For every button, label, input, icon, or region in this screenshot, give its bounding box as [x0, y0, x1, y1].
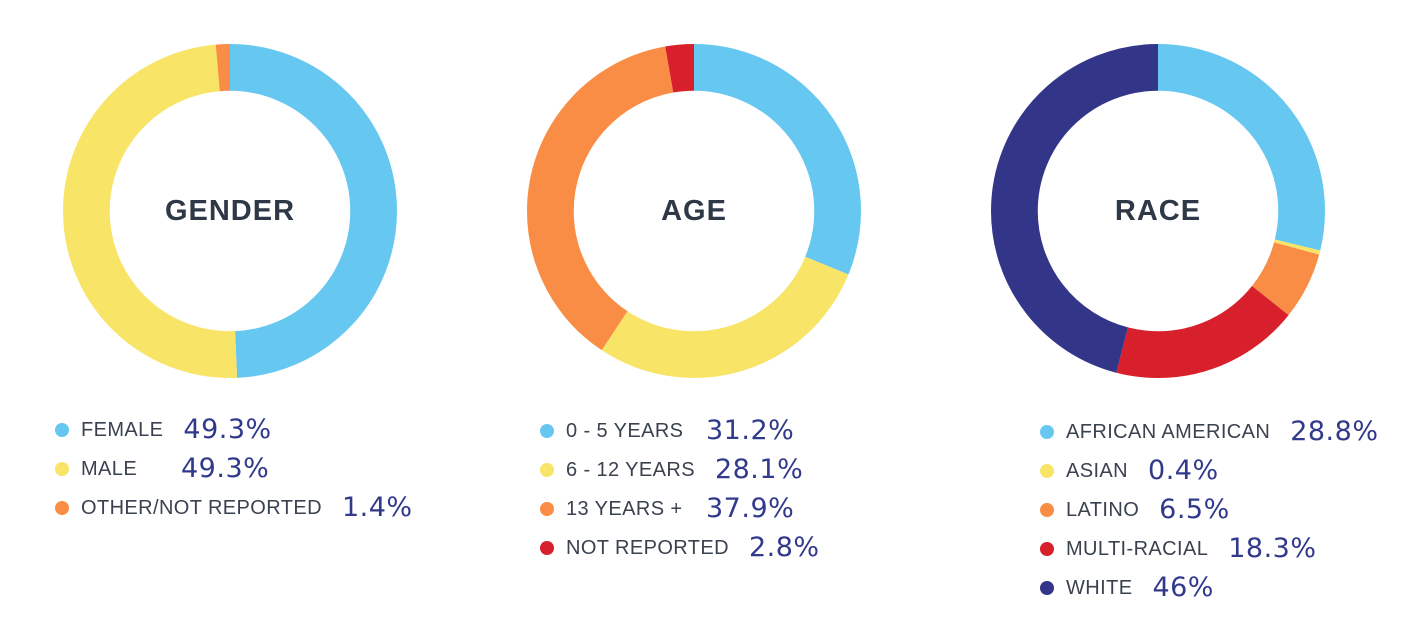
- legend-item: 13 YEARS + 37.9%: [540, 495, 820, 523]
- legend-value: 46%: [1152, 572, 1214, 603]
- legend-dot: [55, 462, 69, 476]
- legend-label: WHITE: [1066, 577, 1133, 599]
- donut-segment-not-reported: [527, 44, 861, 378]
- donut-segment-6-12-years: [527, 44, 861, 378]
- legend-label: AFRICAN AMERICAN: [1066, 421, 1271, 443]
- legend-label: LATINO: [1066, 499, 1140, 521]
- legend-dot: [540, 541, 554, 555]
- legend-label: MALE: [81, 458, 138, 480]
- legend-label: 13 YEARS +: [566, 498, 683, 520]
- legend-value: 31.2%: [706, 415, 795, 446]
- legend-value: 28.8%: [1290, 416, 1379, 447]
- legend-item: OTHER/NOT REPORTED 1.4%: [55, 494, 413, 522]
- legend-value: 37.9%: [706, 493, 795, 524]
- legend-dot: [540, 463, 554, 477]
- legend-dot: [1040, 581, 1054, 595]
- age-donut-chart: AGE: [527, 44, 861, 378]
- legend-dot: [55, 501, 69, 515]
- legend-dot: [55, 423, 69, 437]
- gender-donut-chart: GENDER: [63, 44, 397, 378]
- legend-item: WHITE 46%: [1040, 574, 1378, 602]
- donut-segment-white: [991, 44, 1325, 378]
- legend-item: ASIAN 0.4%: [1040, 457, 1378, 485]
- legend-value: 49.3%: [181, 453, 270, 484]
- legend-label: FEMALE: [81, 419, 164, 441]
- legend-label: MULTI-RACIAL: [1066, 538, 1209, 560]
- legend-value: 18.3%: [1228, 533, 1317, 564]
- legend-item: AFRICAN AMERICAN 28.8%: [1040, 418, 1378, 446]
- race-donut-rings: [991, 44, 1325, 378]
- legend-dot: [1040, 464, 1054, 478]
- age-donut-rings: [527, 44, 861, 378]
- legend-value: 49.3%: [183, 414, 272, 445]
- age-legend: 0 - 5 YEARS 31.2% 6 - 12 YEARS 28.1% 13 …: [540, 417, 820, 573]
- legend-value: 28.1%: [714, 454, 804, 485]
- race-chart-block: RACE AFRICAN AMERICAN 28.8% ASIAN 0.4% L…: [991, 44, 1378, 602]
- donut-segment-male: [63, 44, 397, 378]
- legend-value: 1.4%: [341, 492, 413, 523]
- legend-item: NOT REPORTED 2.8%: [540, 534, 820, 562]
- legend-label: OTHER/NOT REPORTED: [81, 497, 322, 519]
- gender-chart-block: GENDER FEMALE 49.3% MALE 49.3% OTHER/NOT…: [55, 44, 412, 522]
- legend-dot: [1040, 503, 1054, 517]
- legend-label: 0 - 5 YEARS: [566, 420, 684, 442]
- race-donut-chart: RACE: [991, 44, 1325, 378]
- legend-dot: [540, 502, 554, 516]
- legend-item: FEMALE 49.3%: [55, 416, 413, 444]
- legend-item: LATINO 6.5%: [1040, 496, 1378, 524]
- legend-value: 2.8%: [748, 532, 820, 563]
- legend-value: 6.5%: [1159, 494, 1230, 525]
- legend-item: MALE 49.3%: [55, 455, 413, 483]
- gender-donut-rings: [63, 44, 397, 378]
- legend-item: MULTI-RACIAL 18.3%: [1040, 535, 1378, 563]
- legend-item: 6 - 12 YEARS 28.1%: [540, 456, 820, 484]
- donut-segment-other-not-reported: [63, 44, 397, 378]
- legend-dot: [1040, 542, 1054, 556]
- legend-label: 6 - 12 YEARS: [566, 459, 695, 481]
- gender-legend: FEMALE 49.3% MALE 49.3% OTHER/NOT REPORT…: [55, 416, 413, 533]
- legend-dot: [540, 424, 554, 438]
- legend-dot: [1040, 425, 1054, 439]
- race-legend: AFRICAN AMERICAN 28.8% ASIAN 0.4% LATINO…: [1040, 418, 1378, 613]
- legend-value: 0.4%: [1148, 455, 1219, 486]
- donut-segment-multi-racial: [991, 44, 1325, 378]
- legend-item: 0 - 5 YEARS 31.2%: [540, 417, 820, 445]
- age-chart-block: AGE 0 - 5 YEARS 31.2% 6 - 12 YEARS 28.1%…: [527, 44, 861, 562]
- donut-segment-13-years: [527, 44, 861, 378]
- legend-label: ASIAN: [1066, 460, 1129, 482]
- legend-label: NOT REPORTED: [566, 537, 729, 559]
